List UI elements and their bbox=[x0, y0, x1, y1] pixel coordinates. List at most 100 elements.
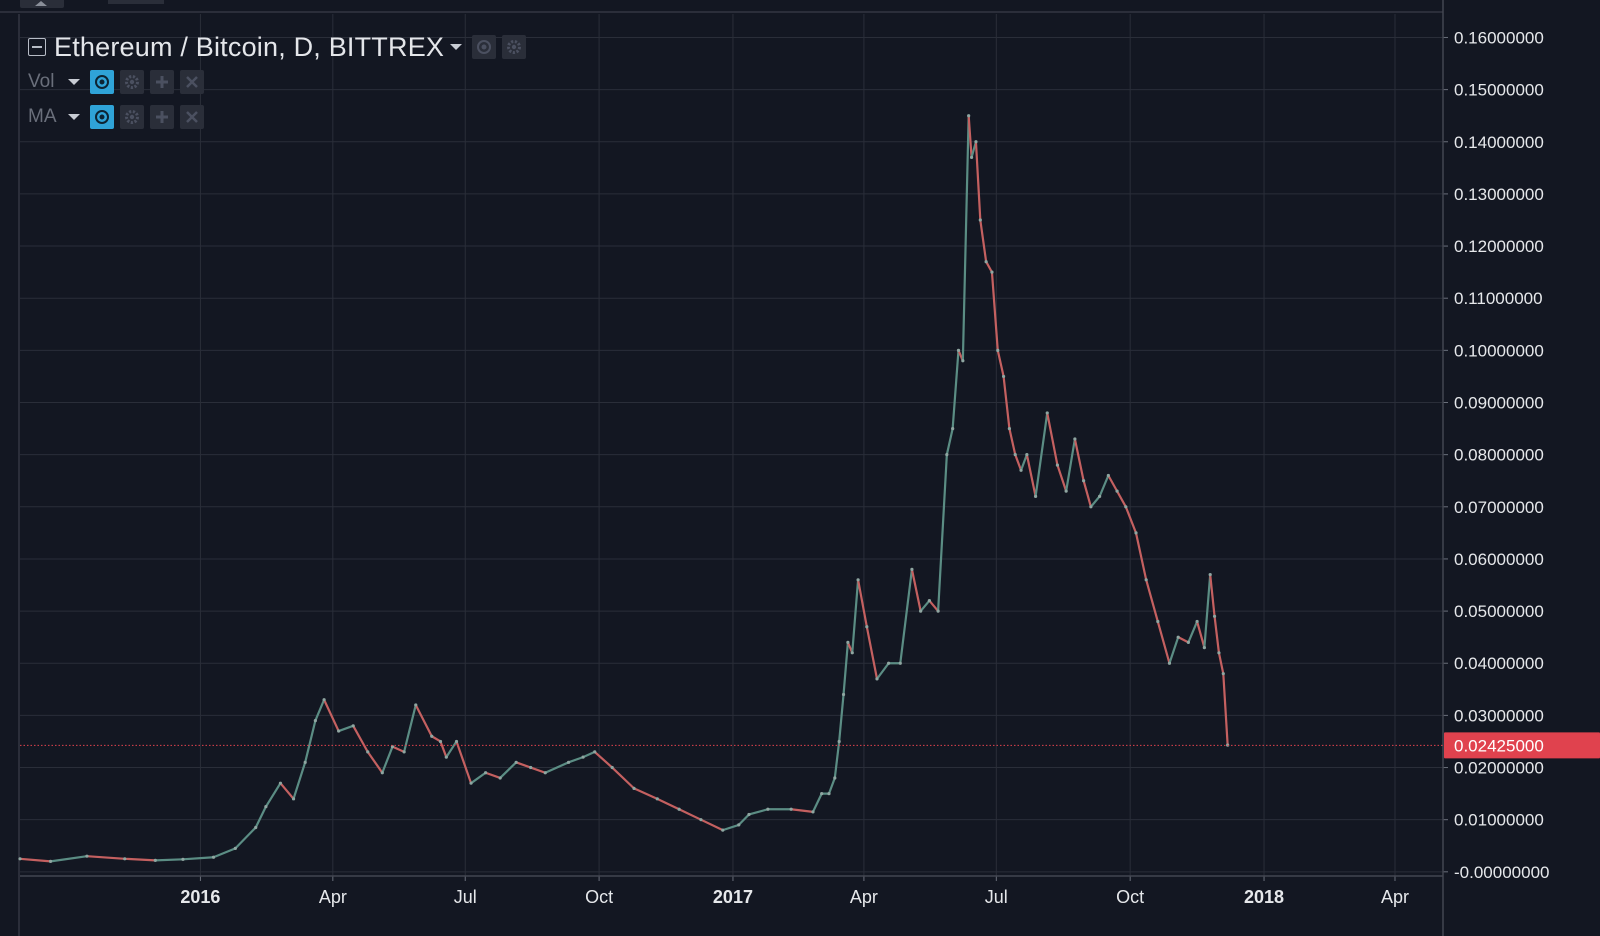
price-point bbox=[898, 661, 902, 665]
y-tick-label: 0.11000000 bbox=[1454, 289, 1543, 308]
price-point bbox=[956, 348, 961, 352]
price-segment bbox=[391, 745, 406, 753]
price-segment bbox=[430, 735, 442, 743]
price-segment bbox=[678, 808, 703, 821]
price-point bbox=[1156, 619, 1160, 624]
price-point bbox=[1176, 635, 1180, 639]
collapse-legend-icon[interactable] bbox=[28, 38, 46, 56]
price-segment bbox=[1065, 437, 1076, 493]
price-point bbox=[233, 846, 237, 850]
price-segment bbox=[721, 823, 740, 832]
price-segment bbox=[1134, 531, 1148, 581]
indicator-label-ma[interactable]: MA bbox=[28, 106, 57, 127]
price-point bbox=[887, 661, 891, 665]
price-point bbox=[699, 818, 703, 822]
price-point bbox=[766, 807, 770, 811]
price-point bbox=[414, 703, 418, 707]
chart-legend: Ethereum / Bitcoin, D, BITTREX Vol bbox=[28, 30, 532, 134]
price-segment bbox=[919, 599, 931, 613]
price-point bbox=[820, 792, 824, 796]
price-segment bbox=[838, 693, 845, 743]
price-segment bbox=[937, 453, 948, 613]
price-point bbox=[974, 140, 978, 144]
price-segment bbox=[381, 745, 394, 774]
price-segment bbox=[414, 703, 433, 738]
price-segment bbox=[1046, 411, 1059, 467]
price-segment bbox=[967, 114, 973, 159]
price-point bbox=[747, 812, 751, 817]
price-segment bbox=[1196, 620, 1206, 649]
indicator-vol-eye-icon[interactable] bbox=[90, 70, 114, 94]
price-point bbox=[366, 750, 370, 754]
price-point bbox=[1098, 494, 1102, 498]
indicator-vol-plus-icon[interactable] bbox=[150, 70, 174, 94]
price-segment bbox=[445, 740, 458, 759]
price-point bbox=[969, 155, 974, 160]
last-price-badge bbox=[1444, 732, 1600, 759]
price-point bbox=[875, 677, 879, 681]
price-point bbox=[48, 859, 53, 863]
price-segment bbox=[1145, 578, 1159, 623]
price-point bbox=[850, 651, 854, 655]
y-tick-label: 0.03000000 bbox=[1454, 706, 1544, 725]
indicator-vol-settings-gear-icon[interactable] bbox=[120, 70, 144, 94]
price-segment bbox=[928, 599, 940, 613]
price-point bbox=[529, 765, 533, 770]
price-segment bbox=[1187, 620, 1199, 644]
indicator-vol-dropdown-icon[interactable] bbox=[68, 79, 80, 85]
top-scroll-handle[interactable] bbox=[20, 0, 64, 8]
price-point bbox=[153, 858, 157, 862]
symbol-title[interactable]: Ethereum / Bitcoin, D, BITTREX bbox=[54, 31, 445, 62]
indicator-label-vol[interactable]: Vol bbox=[28, 71, 55, 92]
x-tick-label: Apr bbox=[319, 887, 347, 907]
indicator-ma-close-icon[interactable] bbox=[180, 105, 204, 129]
price-point bbox=[1033, 494, 1038, 498]
price-point bbox=[827, 792, 831, 796]
price-point bbox=[543, 771, 547, 775]
price-point bbox=[1045, 411, 1049, 415]
price-point bbox=[444, 755, 448, 759]
price-point bbox=[322, 698, 326, 702]
price-point bbox=[1115, 489, 1119, 493]
x-tick-label: Oct bbox=[585, 887, 613, 907]
price-point bbox=[1217, 651, 1221, 655]
price-point bbox=[1073, 437, 1077, 441]
price-segment bbox=[1002, 375, 1011, 430]
price-point bbox=[961, 359, 965, 363]
series-settings-gear-icon[interactable] bbox=[502, 35, 527, 59]
price-point bbox=[919, 609, 923, 613]
price-segment bbox=[996, 349, 1005, 378]
price-segment bbox=[875, 662, 890, 680]
price-segment bbox=[544, 761, 570, 774]
price-point bbox=[1106, 473, 1110, 478]
price-point bbox=[967, 114, 971, 118]
indicator-ma-eye-icon[interactable] bbox=[90, 105, 114, 129]
indicator-ma-plus-icon[interactable] bbox=[150, 105, 174, 129]
price-segment bbox=[181, 856, 215, 861]
y-tick-label: 0.12000000 bbox=[1454, 237, 1544, 256]
price-point bbox=[390, 745, 395, 749]
price-point bbox=[581, 755, 585, 759]
price-point bbox=[1134, 531, 1138, 535]
indicator-vol-close-icon[interactable] bbox=[180, 70, 204, 94]
y-tick-label: 0.02000000 bbox=[1454, 759, 1544, 778]
price-segment bbox=[1008, 427, 1017, 456]
price-point bbox=[936, 609, 940, 613]
symbol-dropdown-icon[interactable] bbox=[450, 44, 463, 50]
series-visibility-eye-icon[interactable] bbox=[472, 35, 497, 59]
top-scroll-tab[interactable] bbox=[108, 0, 164, 4]
indicator-ma-settings-gear-icon[interactable] bbox=[120, 105, 144, 129]
price-point bbox=[1212, 614, 1217, 618]
indicator-ma-dropdown-icon[interactable] bbox=[68, 114, 80, 120]
price-segment bbox=[1217, 651, 1225, 675]
price-point bbox=[593, 750, 597, 754]
price-segment bbox=[945, 427, 954, 456]
price-point bbox=[721, 828, 725, 832]
price-point bbox=[856, 578, 860, 582]
price-point bbox=[337, 729, 341, 733]
price-point bbox=[254, 825, 258, 830]
price-segment bbox=[737, 813, 751, 826]
legend-title-row: Ethereum / Bitcoin, D, BITTREX bbox=[28, 30, 532, 64]
